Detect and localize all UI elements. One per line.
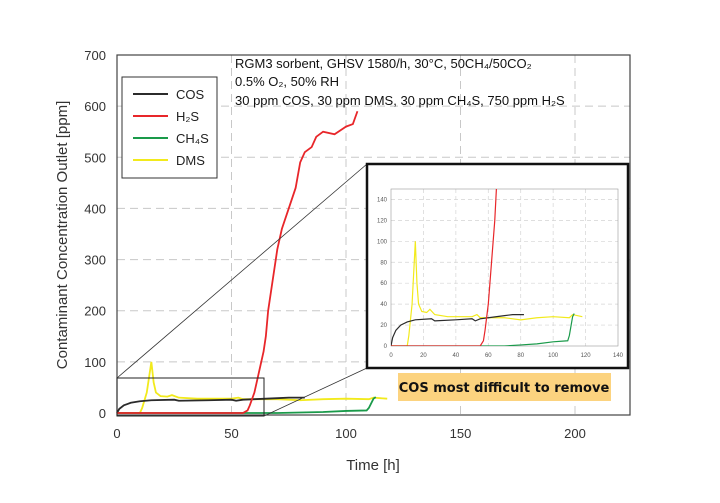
y-tick-label: 500 (84, 150, 106, 165)
inset-chart: 0 20 40 60 80 100 120 140 0 20 40 60 80 100 120 140 (365, 162, 630, 370)
inset-series-line-COS (391, 314, 524, 346)
inset-frame (365, 162, 630, 370)
series-line-COS (116, 396, 305, 414)
legend-label: DMS (176, 153, 205, 168)
series-line-H₂S (117, 110, 359, 414)
inset-y-tick-label: 0 (384, 344, 388, 350)
annotation-line-2: 0.5% O₂, 50% RH (235, 74, 339, 89)
inset-y-tick-label: 80 (380, 260, 387, 266)
inset-y-tick-label: 40 (380, 302, 387, 308)
callout-box (398, 373, 611, 401)
x-axis-label: Time [h] (346, 457, 400, 474)
series-line-DMS (117, 361, 388, 414)
inset-x-tick-label: 60 (485, 353, 492, 359)
y-tick-label: 100 (84, 355, 106, 370)
x-tick-label: 150 (450, 426, 472, 441)
y-tick-label: 400 (84, 201, 106, 216)
inset-x-tick-label: 100 (548, 353, 559, 359)
inset-x-tick-label: 80 (517, 353, 524, 359)
legend-label: CH₄S (176, 131, 209, 146)
callout: COS most difficult to remove (398, 373, 611, 401)
annotation-line-3: 30 ppm COS, 30 ppm DMS, 30 ppm CH₄S, 750… (235, 93, 565, 108)
y-tick-label: 0 (99, 406, 106, 421)
inset-x-tick-label: 0 (389, 353, 393, 359)
x-tick-label: 50 (224, 426, 238, 441)
inset-x-tick-label: 140 (613, 353, 624, 359)
legend: COS H₂S CH₄S DMS (121, 76, 218, 179)
annotation-text: RGM3 sorbent, GHSV 1580/h, 30°C, 50CH₄/5… (235, 56, 565, 108)
y-tick-label: 300 (84, 253, 106, 268)
y-tick-label: 600 (84, 99, 106, 114)
x-tick-label: 100 (335, 426, 357, 441)
y-axis-label: Contaminant Concentration Outlet [ppm] (54, 101, 71, 369)
inset-y-tick-label: 60 (380, 281, 387, 287)
plot-frame (116, 54, 631, 416)
zoom-region-box (116, 377, 265, 417)
main-series (116, 110, 388, 414)
inset-x-tick-label: 120 (581, 353, 592, 359)
inset-series-line-DMS (391, 241, 583, 346)
inset-y-tick-label: 20 (380, 323, 387, 329)
annotation-line-1: RGM3 sorbent, GHSV 1580/h, 30°C, 50CH₄/5… (235, 56, 532, 71)
callout-text: COS most difficult to remove (399, 381, 610, 396)
y-tick-label: 200 (84, 304, 106, 319)
zoom-connector-top (116, 163, 368, 379)
legend-label: COS (176, 87, 205, 102)
inset-y-tick-label: 100 (377, 239, 388, 245)
inset-x-tick-label: 40 (453, 353, 460, 359)
inset-y-tick-label: 140 (377, 197, 388, 203)
inset-x-tick-label: 20 (420, 353, 427, 359)
series-line-CH₄S (117, 396, 377, 414)
inset-series-line-H₂S (391, 189, 497, 346)
inset-y-tick-label: 120 (377, 218, 388, 224)
x-tick-label: 0 (113, 426, 120, 441)
inset-series-line-CH₄S (391, 313, 575, 346)
zoom-connector-bottom (263, 367, 368, 417)
legend-label: H₂S (176, 109, 199, 124)
x-tick-label: 200 (564, 426, 586, 441)
y-tick-label: 700 (84, 48, 106, 63)
